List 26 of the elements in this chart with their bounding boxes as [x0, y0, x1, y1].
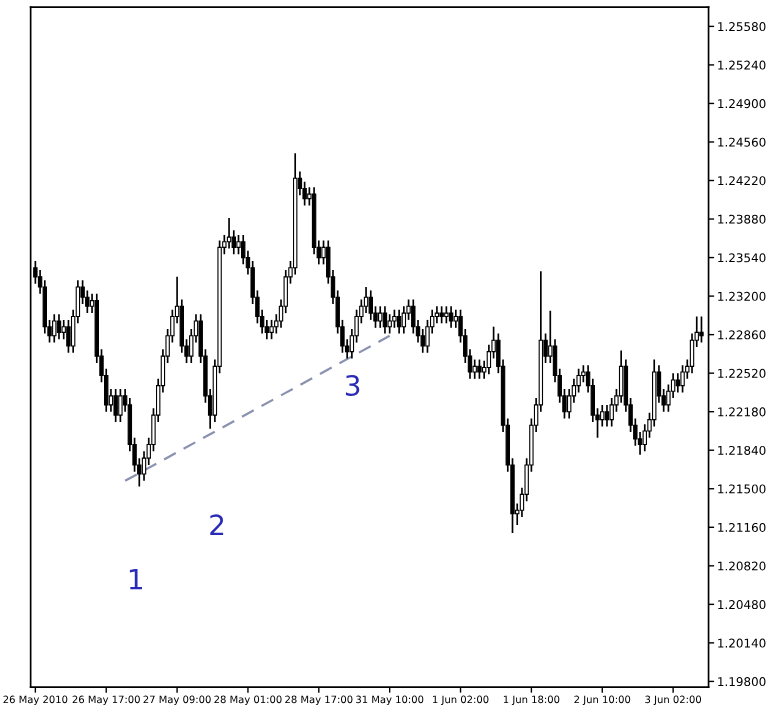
- candlestick: [236, 234, 241, 256]
- annotation: 2: [210, 514, 224, 535]
- candlestick: [368, 289, 373, 321]
- candlestick: [392, 308, 397, 329]
- candlestick: [56, 313, 62, 341]
- candlestick: [401, 305, 407, 335]
- candlestick: [448, 305, 454, 329]
- candlestick: [52, 313, 57, 344]
- candlestick: [680, 364, 685, 394]
- annotation: 3: [345, 374, 360, 396]
- candlestick: [269, 319, 274, 341]
- candlestick: [699, 315, 704, 344]
- candlestick: [420, 328, 425, 354]
- candlestick: [396, 308, 402, 335]
- candlestick: [609, 397, 614, 428]
- candlestick: [378, 305, 383, 329]
- candlestick: [604, 404, 610, 428]
- candlestick: [675, 372, 681, 394]
- candlestick: [618, 349, 624, 404]
- annotation: 1: [129, 569, 142, 590]
- candlestick: [411, 298, 416, 335]
- candlestick: [118, 388, 123, 423]
- candlestick: [477, 358, 482, 380]
- candlestick: [113, 388, 118, 423]
- candlestick: [382, 305, 388, 335]
- candlestick: [387, 313, 392, 335]
